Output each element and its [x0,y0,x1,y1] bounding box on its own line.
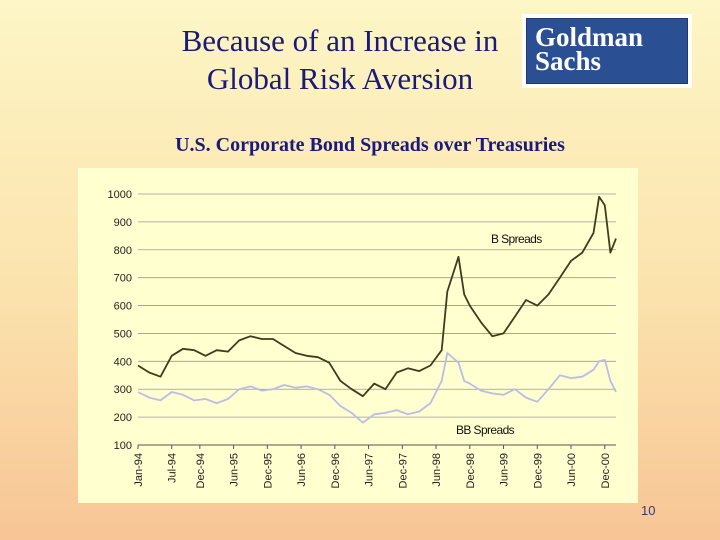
series-line [137,352,617,424]
y-tick-label: 200 [114,412,132,424]
x-tick-label: Jun-99 [499,453,511,487]
y-tick-label: 400 [114,356,132,368]
slide-title-line1: Because of an Increase in [181,23,499,58]
y-tick-label: 300 [114,384,132,396]
x-tick-label: Dec-99 [532,453,544,488]
x-tick-label: Jul-94 [167,453,179,483]
x-tick-label: Dec-98 [465,453,477,488]
y-tick-label: 500 [114,328,132,340]
x-tick-label: Dec-97 [397,453,409,488]
x-tick-label: Jan-94 [133,453,145,487]
x-tick-label: Jun-95 [229,453,241,487]
series-label: BB Spreads [456,423,515,437]
chart-area: 100 200 300 400 500 600 700 800 900 1000 Jan-94 Jul… [78,168,638,503]
x-tick-label: Jun-00 [566,453,578,487]
series-line [137,195,617,398]
series-label: B Spreads [491,232,542,246]
logo-panel: Goldman Sachs [526,18,688,84]
logo-word-goldman: Goldman [535,22,644,52]
logo-word-sachs: Sachs [535,46,602,76]
y-tick-label: 600 [114,301,132,313]
y-tick-label: 900 [114,217,132,229]
x-tick-label: Dec-95 [262,453,274,488]
slide-title-line2: Global Risk Aversion [206,61,474,96]
page-number: 10 [641,503,656,518]
chart-title: U.S. Corporate Bond Spreads over Treasur… [175,134,565,156]
y-tick-label: 800 [114,245,132,257]
x-tick-label: Jun-98 [431,453,443,487]
spread-chart: 100 200 300 400 500 600 700 800 900 1000 Jan-94 Jul… [108,189,617,488]
x-tick-label: Dec-94 [195,453,207,488]
x-tick-label: Dec-96 [330,453,342,488]
slide-title: Because of an Increase in Global Risk Av… [150,22,530,98]
y-tick-label: 700 [114,273,132,285]
y-tick-label: 1000 [108,189,132,201]
y-tick-label: 100 [114,440,132,452]
x-tick-label: Dec-00 [600,453,612,488]
x-tick-label: Jun-97 [364,453,376,487]
x-tick-label: Jun-96 [296,453,308,487]
goldman-sachs-logo: Goldman Sachs [522,14,692,88]
